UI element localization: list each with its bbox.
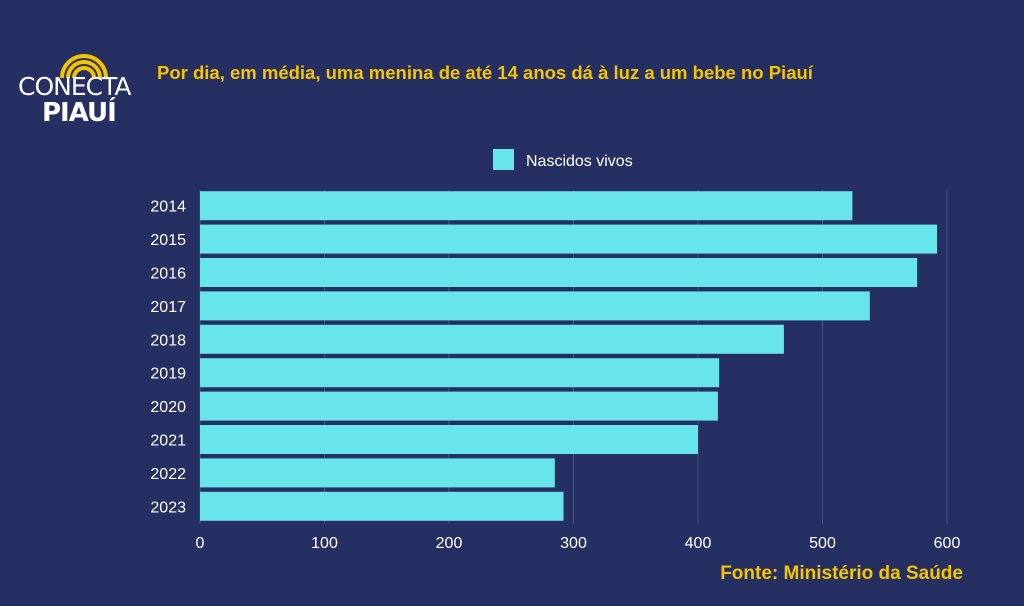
y-tick-label: 2015 xyxy=(150,232,186,249)
bar xyxy=(200,324,784,354)
y-tick-label: 2016 xyxy=(150,266,186,283)
legend-label: Nascidos vivos xyxy=(526,153,633,170)
x-tick-label: 600 xyxy=(934,535,961,552)
bar xyxy=(200,358,720,388)
bar xyxy=(200,224,938,254)
bar xyxy=(200,425,698,454)
x-tick-label: 200 xyxy=(436,535,463,552)
y-tick-label: 2023 xyxy=(150,499,186,516)
legend-swatch xyxy=(493,149,514,170)
y-tick-label: 2014 xyxy=(150,199,186,216)
logo-word-piaui: PIAUÍ xyxy=(42,98,117,128)
sun-rays-icon xyxy=(60,54,108,78)
y-tick-label: 2018 xyxy=(150,332,186,349)
bar xyxy=(200,291,870,321)
x-tick-label: 300 xyxy=(560,535,587,552)
source-note: Fonte: Ministério da Saúde xyxy=(720,563,963,584)
bar xyxy=(200,491,564,521)
y-tick-label: 2021 xyxy=(150,433,186,450)
y-tick-label: 2020 xyxy=(150,399,186,416)
y-tick-label: 2017 xyxy=(150,299,186,316)
conecta-piaui-logo: CONECTA PIAUÍ xyxy=(14,38,154,130)
x-tick-label: 400 xyxy=(685,535,712,552)
bar xyxy=(200,458,555,488)
bar xyxy=(200,191,853,221)
bar xyxy=(200,258,918,287)
bar xyxy=(200,391,718,421)
x-tick-label: 0 xyxy=(196,535,205,552)
logo-word-conecta: CONECTA xyxy=(18,72,132,101)
x-tick-label: 100 xyxy=(311,535,338,552)
y-tick-label: 2022 xyxy=(150,466,186,483)
y-tick-label: 2019 xyxy=(150,366,186,383)
chart-title: Por dia, em média, uma menina de até 14 … xyxy=(157,62,813,83)
x-tick-label: 500 xyxy=(809,535,836,552)
